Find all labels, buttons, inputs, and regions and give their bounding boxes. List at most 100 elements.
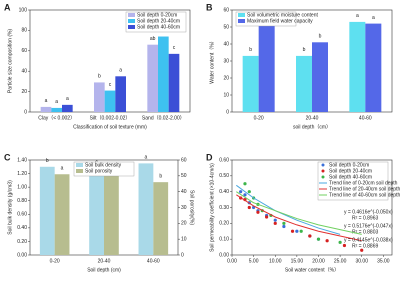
legend-label: Maximum field water capacity	[247, 18, 313, 24]
x-tick-label: 40-60	[147, 258, 160, 264]
legend-label: Soil depth 20-40cm	[137, 18, 180, 24]
legend-label: Trend line of 20-40cm soil depth	[329, 186, 400, 192]
significance-letter: c	[109, 82, 112, 88]
x-tick-label: 30.00	[355, 258, 368, 264]
x-tick-label: 20-40	[98, 258, 111, 264]
point	[273, 221, 277, 225]
legend-label: Soil depth 20-40cm	[329, 168, 372, 174]
fit-r2: R² = 0.8803	[352, 229, 378, 235]
significance-letter: b	[98, 74, 101, 80]
legend-swatch	[321, 163, 325, 167]
bar	[158, 36, 169, 112]
significance-letter: a	[372, 15, 375, 21]
point	[290, 229, 295, 233]
legend-box	[317, 161, 389, 201]
point	[273, 218, 277, 222]
point	[360, 248, 364, 252]
bar	[365, 23, 382, 113]
bar	[242, 55, 259, 112]
x-tick-label: Silt（0.002-0.02）	[90, 115, 131, 121]
significance-letter: a	[66, 96, 69, 102]
bar	[104, 90, 116, 112]
significance-letter: ab	[150, 36, 156, 42]
point	[247, 205, 251, 210]
y-tick-label: 0.10	[219, 236, 229, 242]
point	[325, 239, 329, 243]
y-tick-label: 100	[19, 7, 28, 13]
x-tick-label: 40-60	[359, 115, 372, 121]
x-axis-label: Soil water content（%）	[285, 267, 339, 273]
trend-line	[236, 184, 341, 235]
bar	[312, 42, 328, 112]
bar	[296, 55, 312, 112]
y-tick-label: 0.60	[219, 157, 229, 163]
x-tick-label: 0.00	[227, 258, 237, 264]
x-tick-label: 20-40	[306, 115, 319, 121]
legend-label: Soil bulk density	[85, 162, 122, 168]
bar	[349, 21, 366, 112]
legend-box	[125, 11, 187, 33]
significance-letter: a	[356, 13, 359, 19]
fit-equation: y = 0.5176e^(-0.047x)	[344, 223, 393, 229]
x-tick-label: 35.00	[377, 258, 390, 264]
legend-box	[73, 161, 135, 177]
bar	[258, 25, 275, 112]
y2-axis-label: Soil porosity(%)	[189, 190, 195, 225]
y-tick-label: 40	[223, 41, 229, 47]
bar	[147, 44, 158, 112]
y2-tick-label: 60	[181, 157, 187, 163]
point	[243, 193, 247, 197]
y-tick-label: 0.40	[219, 189, 229, 195]
y-tick-label: 10	[223, 92, 229, 98]
y-tick-label: 0.20	[219, 221, 229, 227]
point	[299, 229, 303, 233]
x-tick-label: 20.00	[312, 258, 325, 264]
x-tick-label: 0-20	[50, 258, 60, 264]
significance-letter: b	[249, 47, 252, 53]
x-tick-label: 0-20	[254, 115, 264, 121]
panel-label: B	[206, 2, 213, 12]
y2-tick-label: 0	[181, 252, 184, 258]
point	[243, 182, 247, 186]
point	[282, 224, 286, 229]
bar	[94, 82, 105, 112]
significance-letter: c	[173, 45, 176, 51]
y-tick-label: 60	[223, 7, 229, 13]
point	[239, 190, 243, 194]
bar	[51, 107, 62, 112]
legend-swatch	[128, 19, 135, 23]
y-tick-label: 0.00	[17, 252, 27, 258]
x-tick-label: 10.00	[269, 258, 282, 264]
x-tick-label: 25.00	[334, 258, 347, 264]
y-tick-label: 0.20	[17, 239, 27, 245]
legend-label: Soil volumetric moisture content	[247, 12, 318, 18]
panel-label: A	[4, 2, 11, 12]
bar	[39, 166, 55, 255]
bar	[138, 163, 154, 255]
legend-swatch	[321, 175, 325, 179]
x-tick-label: 15.00	[291, 258, 304, 264]
legend-swatch	[321, 169, 325, 173]
fit-equation: y = 0.4145e^(-0.038x)	[344, 237, 393, 243]
panel-label: C	[4, 152, 11, 162]
x-tick-label: Sand（0.02-2.00）	[142, 115, 185, 121]
x-tick-label: Clay（< 0.002）	[38, 115, 75, 121]
y-tick-label: 1.20	[17, 171, 27, 177]
legend-swatch	[76, 169, 83, 173]
significance-letter: b	[303, 47, 306, 53]
legend-label: Soil depth 40-60cm	[329, 174, 372, 180]
bar	[153, 182, 169, 255]
y-tick-label: 20	[223, 75, 229, 81]
legend-box	[235, 11, 297, 27]
legend-label: Soil porosity	[85, 168, 113, 174]
legend-label: Trend line of 40-60cm soil depth	[329, 192, 400, 198]
point	[295, 229, 299, 233]
y-axis-label: Soil permeability coefficient (×10-4cm/s…	[209, 163, 215, 252]
legend-swatch	[238, 13, 245, 17]
legend-swatch	[76, 163, 83, 167]
fit-r2: R² = 0.8963	[352, 215, 378, 221]
y2-tick-label: 20	[181, 221, 187, 227]
y-tick-label: 0.60	[17, 212, 27, 218]
legend-label: Soil depth 0-20cm	[329, 162, 369, 168]
